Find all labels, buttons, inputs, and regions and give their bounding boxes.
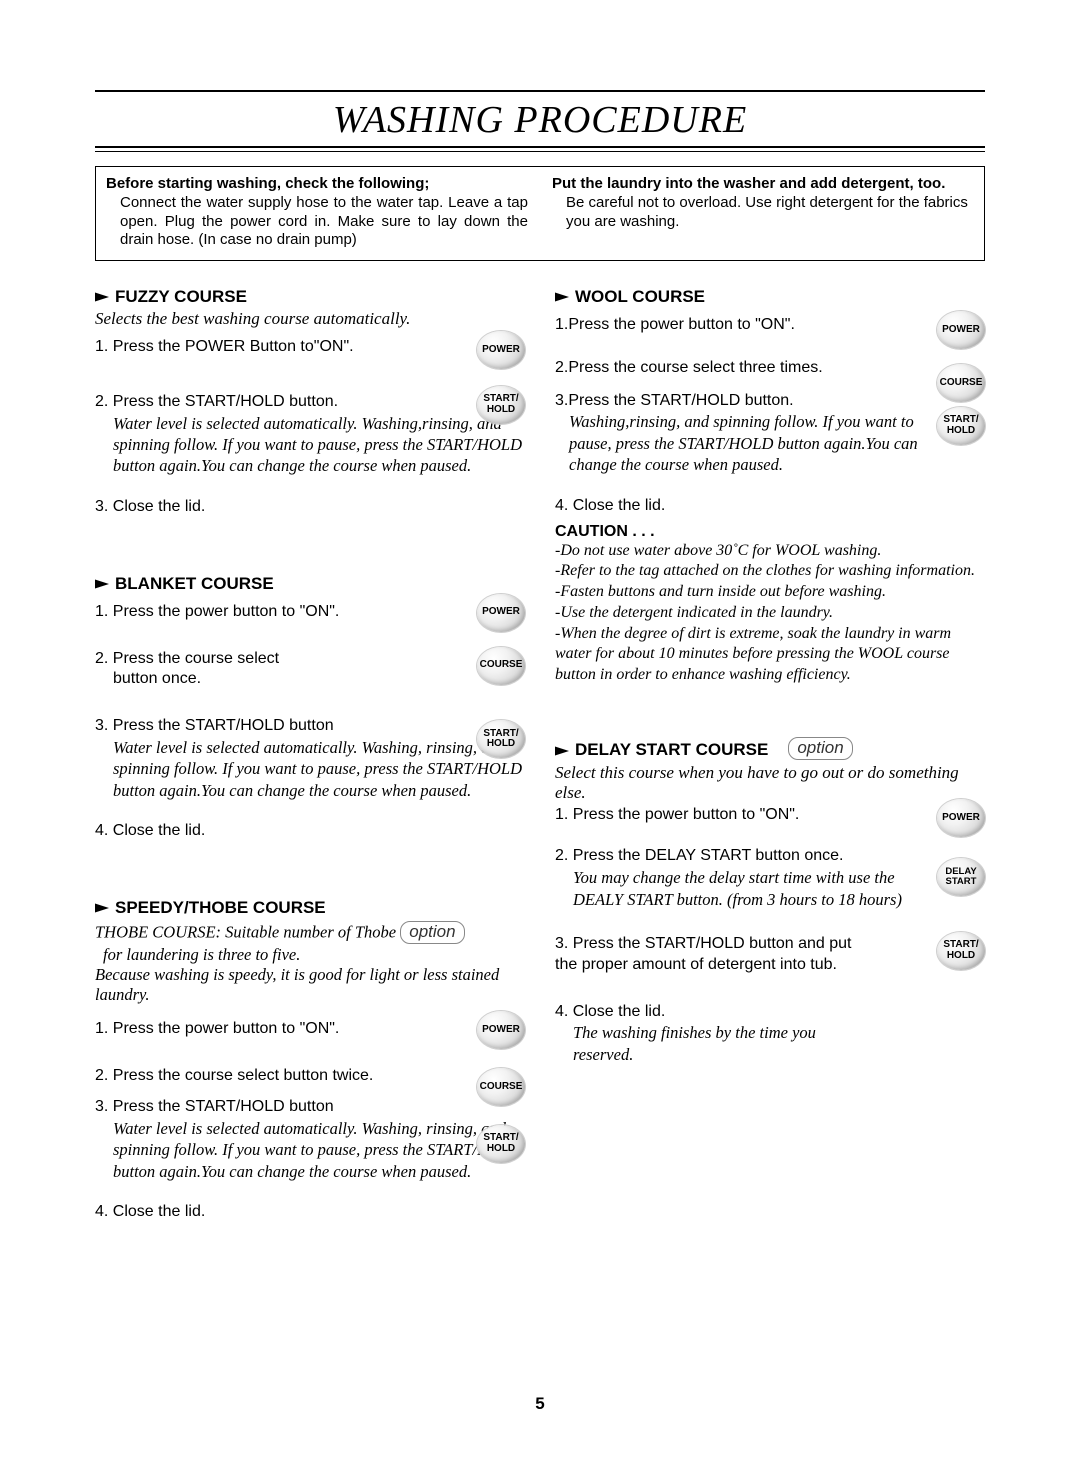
fuzzy-sub: Selects the best washing course automati…: [95, 309, 525, 329]
arrow-icon: [95, 579, 109, 588]
speedy-step-1-text: 1. Press the power button to "ON".: [95, 1020, 339, 1037]
fuzzy-title: FUZZY COURSE: [115, 287, 247, 307]
section-speedy: SPEEDY/THOBE COURSE THOBE COURSE: Suitab…: [95, 898, 525, 1223]
blanket-step-3-text: 3. Press the START/HOLD button: [95, 717, 334, 734]
wool-step-2-text: 2.Press the course select three times.: [555, 359, 823, 376]
section-blanket: BLANKET COURSE 1. Press the power button…: [95, 574, 525, 842]
start-hold-button-icon: START/ HOLD: [477, 720, 525, 758]
start-hold-button-icon: START/ HOLD: [477, 1125, 525, 1163]
wool-step-4: 4. Close the lid.: [555, 496, 985, 517]
blanket-step-4-text: 4. Close the lid.: [95, 822, 205, 839]
delay-step-1: 1. Press the power button to "ON". POWER: [555, 805, 985, 826]
intro-box: Before starting washing, check the follo…: [95, 166, 985, 261]
intro-left: Before starting washing, check the follo…: [106, 175, 528, 250]
content-columns: FUZZY COURSE Selects the best washing co…: [95, 275, 985, 1243]
wool-step-1: 1.Press the power button to "ON". POWER: [555, 315, 985, 336]
speedy-step-2: 2. Press the course select button twice.…: [95, 1066, 525, 1087]
intro-right-body: Be careful not to overload. Use right de…: [552, 194, 974, 232]
arrow-icon: [555, 746, 569, 755]
wool-step-4-text: 4. Close the lid.: [555, 497, 665, 514]
fuzzy-step-3-text: 3. Close the lid.: [95, 498, 205, 515]
fuzzy-step-2: 2. Press the START/HOLD button. START/ H…: [95, 392, 525, 477]
page-title: WASHING PROCEDURE: [95, 98, 985, 142]
power-button-icon: POWER: [477, 331, 525, 369]
speedy-step-3: 3. Press the START/HOLD button START/ HO…: [95, 1097, 525, 1182]
fuzzy-step-3: 3. Close the lid.: [95, 497, 525, 518]
speedy-note1: THOBE COURSE: Suitable number of Thobe: [95, 922, 396, 941]
start-hold-button-icon: START/ HOLD: [937, 932, 985, 970]
arrow-icon: [555, 293, 569, 302]
fuzzy-step-2-text: 2. Press the START/HOLD button.: [95, 393, 338, 410]
wool-step-3-text: 3.Press the START/HOLD button.: [555, 392, 794, 409]
wool-step-1-text: 1.Press the power button to "ON".: [555, 316, 795, 333]
wool-step-2: 2.Press the course select three times. C…: [555, 358, 985, 379]
power-button-icon: POWER: [477, 1011, 525, 1049]
delay-step-4: 4. Close the lid. The washing finishes b…: [555, 1002, 985, 1066]
wool-step-3: 3.Press the START/HOLD button. START/ HO…: [555, 391, 985, 476]
rule-mid: [95, 146, 985, 148]
rule-mid-thin: [95, 151, 985, 152]
rule-top: [95, 90, 985, 92]
speedy-step-1: 1. Press the power button to "ON". POWER: [95, 1019, 525, 1040]
intro-left-body: Connect the water supply hose to the wat…: [106, 194, 528, 250]
speedy-note2: Because washing is speedy, it is good fo…: [95, 965, 499, 1004]
blanket-step-1: 1. Press the power button to "ON". POWER: [95, 602, 525, 623]
section-wool: WOOL COURSE 1.Press the power button to …: [555, 287, 985, 686]
blanket-title: BLANKET COURSE: [115, 574, 274, 594]
delay-start-button-icon: DELAY START: [937, 858, 985, 896]
wool-title: WOOL COURSE: [575, 287, 705, 307]
power-button-icon: POWER: [937, 799, 985, 837]
power-button-icon: POWER: [937, 311, 985, 349]
intro-right: Put the laundry into the washer and add …: [552, 175, 974, 250]
start-hold-button-icon: START/ HOLD: [477, 386, 525, 424]
power-button-icon: POWER: [477, 594, 525, 632]
option-badge: option: [788, 737, 852, 760]
wool-step-3-italic: Washing,rinsing, and spinning follow. If…: [555, 411, 925, 475]
left-column: FUZZY COURSE Selects the best washing co…: [95, 275, 525, 1243]
delay-step-4-italic: The washing finishes by the time you res…: [555, 1022, 855, 1065]
course-button-icon: COURSE: [477, 647, 525, 685]
delay-step-3-text: 3. Press the START/HOLD button and put t…: [555, 934, 875, 976]
speedy-step-4-text: 4. Close the lid.: [95, 1203, 205, 1220]
blanket-step-3: 3. Press the START/HOLD button START/ HO…: [95, 716, 525, 801]
speedy-title: SPEEDY/THOBE COURSE: [115, 898, 326, 918]
right-column: WOOL COURSE 1.Press the power button to …: [555, 275, 985, 1243]
delay-step-2-text: 2. Press the DELAY START button once.: [555, 847, 843, 864]
delay-step-2: 2. Press the DELAY START button once. DE…: [555, 846, 985, 910]
speedy-step-3-text: 3. Press the START/HOLD button: [95, 1098, 334, 1115]
wool-caution-heading: CAUTION . . .: [555, 523, 985, 541]
delay-title: DELAY START COURSE: [575, 740, 768, 760]
arrow-icon: [95, 904, 109, 913]
fuzzy-step-1-text: 1. Press the POWER Button to"ON".: [95, 338, 354, 355]
delay-step-3: 3. Press the START/HOLD button and put t…: [555, 934, 985, 976]
blanket-step-4: 4. Close the lid.: [95, 821, 525, 842]
intro-left-title: Before starting washing, check the follo…: [106, 175, 528, 194]
speedy-note1b: for laundering is three to five.: [95, 945, 300, 964]
speedy-step-2-text: 2. Press the course select button twice.: [95, 1067, 373, 1084]
section-delay: DELAY START COURSE option Select this co…: [555, 738, 985, 1065]
arrow-icon: [95, 293, 109, 302]
fuzzy-step-1: 1. Press the POWER Button to"ON". POWER: [95, 337, 525, 358]
intro-right-title: Put the laundry into the washer and add …: [552, 175, 974, 194]
wool-caution-body: -Do not use water above 30˚C for WOOL wa…: [555, 541, 985, 687]
blanket-step-2: 2. Press the course selectbutton once. C…: [95, 649, 525, 691]
fuzzy-step-2-italic: Water level is selected automatically. W…: [95, 413, 525, 477]
option-badge: option: [400, 921, 464, 944]
delay-step-4-text: 4. Close the lid.: [555, 1003, 665, 1020]
speedy-step-3-italic: Water level is selected automatically. W…: [95, 1118, 525, 1182]
delay-step-1-text: 1. Press the power button to "ON".: [555, 806, 799, 823]
delay-sub: Select this course when you have to go o…: [555, 763, 985, 803]
blanket-step-3-italic: Water level is selected automatically. W…: [95, 737, 525, 801]
section-fuzzy: FUZZY COURSE Selects the best washing co…: [95, 287, 525, 518]
page-number: 5: [0, 1394, 1080, 1414]
speedy-step-4: 4. Close the lid.: [95, 1202, 525, 1223]
blanket-step-1-text: 1. Press the power button to "ON".: [95, 603, 339, 620]
delay-step-2-italic: You may change the delay start time with…: [555, 867, 921, 910]
start-hold-button-icon: START/ HOLD: [937, 407, 985, 445]
